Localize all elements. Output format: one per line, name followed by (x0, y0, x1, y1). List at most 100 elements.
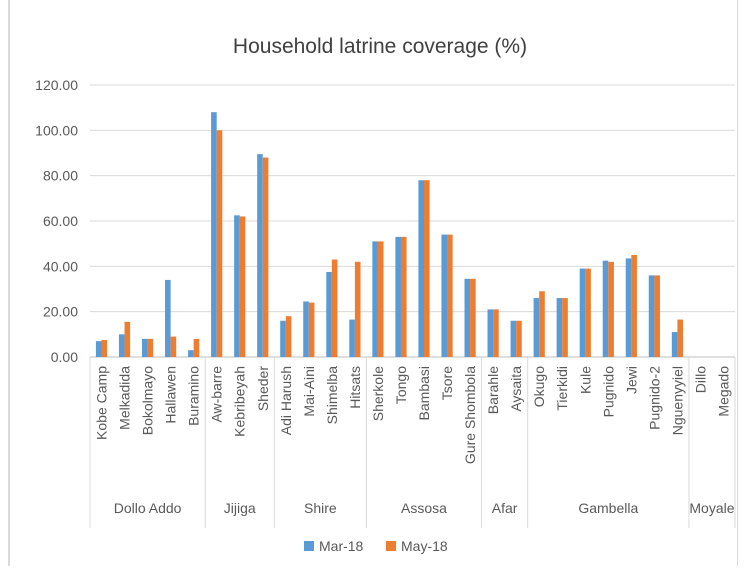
x-tick-label: Gure Shombola (462, 366, 478, 464)
bar-may-18 (101, 340, 108, 357)
bar-may-18 (424, 180, 430, 357)
y-tick-label: 0.00 (51, 349, 78, 365)
legend-label: Mar-18 (319, 538, 364, 554)
x-tick-label: Kobe Camp (94, 366, 110, 440)
x-tick-label: Buramino (186, 366, 202, 426)
x-tick-label: Sherkole (370, 366, 386, 421)
bar-may-18 (400, 236, 407, 357)
bar-mar-18 (602, 260, 609, 357)
legend-label: May-18 (401, 538, 448, 554)
y-tick-label: 60.00 (43, 213, 78, 229)
x-tick-label: Tongo (393, 366, 409, 404)
gridlines (90, 84, 735, 358)
bar-mar-18 (118, 334, 125, 357)
bar-mar-18 (671, 332, 678, 357)
x-axis: Kobe Camp Melkadida Bokolmayo Hallawen Buram… (89, 357, 736, 528)
bar-mar-18 (648, 275, 655, 357)
group-label: Moyale (689, 500, 734, 516)
bar-mar-18 (372, 241, 378, 357)
bar-may-18 (124, 321, 131, 357)
bar-mar-18 (418, 180, 425, 357)
bar-mar-18 (510, 320, 517, 357)
chart-title: Household latrine coverage (%) (233, 35, 527, 58)
x-tick-label: Bokolmayo (140, 366, 156, 435)
y-tick-label: 80.00 (43, 168, 78, 184)
x-tick-label: Okugo (531, 366, 547, 407)
bar-mar-18 (349, 319, 355, 357)
bar-may-18 (239, 216, 246, 357)
bar-mar-18 (326, 272, 332, 357)
bar-may-18 (585, 268, 591, 357)
bars (95, 112, 684, 357)
bar-may-18 (331, 259, 338, 357)
y-axis: 0.00 20.00 40.00 60.00 80.00 100.00 120.00 (35, 77, 78, 365)
bar-may-18 (562, 298, 568, 357)
bar-may-18 (631, 255, 637, 357)
x-tick-label: Hitsats (347, 366, 363, 409)
bar-mar-18 (464, 278, 471, 357)
x-tick-label: Kule (577, 366, 593, 394)
bar-mar-18 (303, 301, 309, 357)
x-tick-label: Jewi (623, 366, 639, 394)
bar-may-18 (377, 241, 384, 357)
x-tick-label: Sheder (255, 366, 271, 411)
x-tick-label: Aw-barre (209, 366, 225, 423)
x-tick-label: Megado (715, 366, 731, 417)
panel-left-border (8, 0, 10, 566)
x-tick-label: Pugnido (600, 366, 616, 418)
bar-may-18 (677, 319, 684, 357)
y-tick-label: 100.00 (35, 122, 78, 138)
legend: Mar-18 May-18 (304, 538, 448, 554)
bar-may-18 (608, 261, 614, 357)
x-tick-label: Nguenyyiel (669, 366, 685, 435)
bar-mar-18 (487, 309, 494, 357)
panel-right-border (737, 0, 738, 566)
bar-may-18 (147, 338, 154, 357)
bar-mar-18 (533, 298, 540, 357)
x-tick-label: Pugnido-2 (646, 366, 662, 430)
x-tick-label: Shimelba (324, 366, 340, 425)
group-label: Afar (492, 500, 518, 516)
group-label: Gambella (578, 500, 638, 516)
bar-may-18 (654, 275, 660, 357)
legend-swatch (304, 541, 314, 551)
bar-mar-18 (280, 320, 286, 357)
bar-mar-18 (257, 154, 263, 357)
x-tick-label: Kebribeyah (232, 366, 248, 437)
x-tick-label: Mai-Aini (301, 366, 317, 417)
bar-mar-18 (395, 236, 401, 357)
bar-may-18 (447, 234, 453, 357)
x-tick-label: Melkadida (117, 366, 133, 430)
bar-mar-18 (625, 258, 632, 357)
bar-mar-18 (141, 338, 148, 357)
bar-mar-18 (556, 298, 563, 357)
bar-may-18 (470, 278, 476, 357)
x-tick-label: Tierkidi (554, 366, 570, 411)
bar-mar-18 (188, 350, 194, 357)
bar-may-18 (493, 309, 499, 357)
bar-mar-18 (441, 234, 448, 357)
bar-may-18 (308, 302, 315, 357)
y-tick-label: 40.00 (43, 258, 78, 274)
bar-may-18 (216, 130, 223, 357)
x-tick-label: Tsore (439, 366, 455, 400)
group-label: Shire (304, 500, 337, 516)
bar-mar-18 (165, 279, 171, 357)
y-tick-label: 20.00 (43, 304, 78, 320)
x-tick-label: Hallawen (163, 366, 179, 424)
bar-may-18 (262, 157, 269, 357)
bar-may-18 (516, 320, 522, 357)
y-tick-label: 120.00 (35, 77, 78, 93)
group-label: Assosa (401, 500, 447, 516)
bar-may-18 (193, 338, 200, 357)
x-tick-label: Aysaita (508, 366, 524, 412)
bar-mar-18 (234, 215, 240, 357)
bar-may-18 (170, 336, 177, 357)
bar-mar-18 (579, 268, 586, 357)
x-tick-label: Adi Harush (278, 366, 294, 435)
bar-may-18 (285, 316, 292, 357)
bar-mar-18 (95, 341, 102, 357)
bar-may-18 (354, 261, 361, 357)
